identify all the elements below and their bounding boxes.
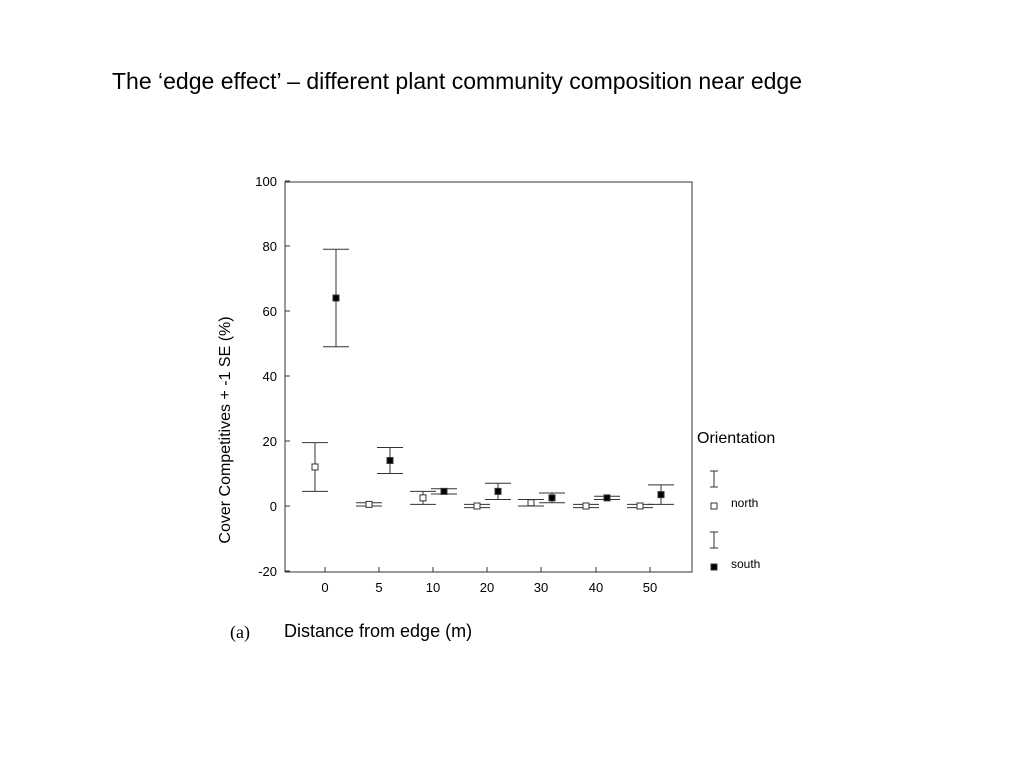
x-tick-label: 5 xyxy=(375,580,382,595)
south-marker xyxy=(494,487,502,495)
north-marker xyxy=(636,502,644,510)
south-marker xyxy=(603,494,611,502)
north-marker xyxy=(582,502,590,510)
y-tick-label: 40 xyxy=(263,369,277,384)
south-marker xyxy=(657,491,665,499)
panel-label: (a) xyxy=(230,622,250,642)
south-marker xyxy=(386,457,394,464)
north-marker xyxy=(527,499,535,507)
north-point-10 xyxy=(410,490,436,505)
x-axis-label: Distance from edge (m) xyxy=(284,621,473,641)
slide-title: The ‘edge effect’ – different plant comm… xyxy=(112,68,802,94)
north-marker xyxy=(311,463,319,471)
legend-entry-south: south xyxy=(710,531,760,571)
north-point-40 xyxy=(573,502,599,510)
south-marker xyxy=(548,494,556,502)
legend-marker-north xyxy=(710,502,718,510)
x-tick-label: 50 xyxy=(643,580,657,595)
north-point-0 xyxy=(302,442,328,492)
legend-entry-north: north xyxy=(710,470,758,510)
plot-frame xyxy=(284,181,693,573)
x-tick-label: 0 xyxy=(321,580,328,595)
north-marker xyxy=(419,494,427,502)
south-point-50 xyxy=(648,484,674,505)
south-point-10 xyxy=(431,487,457,495)
legend-title: Orientation xyxy=(697,430,775,447)
legend-label-south: south xyxy=(731,557,760,571)
y-tick-label: -20 xyxy=(258,564,277,579)
y-tick-label: 60 xyxy=(263,304,277,319)
south-point-0 xyxy=(323,248,349,348)
north-point-5 xyxy=(356,500,382,508)
south-point-5 xyxy=(377,447,403,474)
south-point-30 xyxy=(539,492,565,504)
x-tick-label: 40 xyxy=(589,580,603,595)
y-tick-label: 100 xyxy=(255,174,277,189)
y-axis-label: Cover Competitives + -1 SE (%) xyxy=(217,316,234,544)
x-tick-label: 10 xyxy=(426,580,440,595)
north-point-20 xyxy=(464,502,490,510)
x-tick-label: 30 xyxy=(534,580,548,595)
legend-label-north: north xyxy=(731,496,758,510)
south-point-40 xyxy=(594,494,620,502)
y-tick-label: 20 xyxy=(263,434,277,449)
south-marker xyxy=(440,487,448,495)
north-point-30 xyxy=(518,499,544,507)
south-point-20 xyxy=(485,482,511,500)
legend-marker-south xyxy=(710,563,718,571)
north-marker xyxy=(365,500,373,508)
y-tick-label: 0 xyxy=(270,499,277,514)
y-tick-label: 80 xyxy=(263,239,277,254)
north-marker xyxy=(473,502,481,510)
south-marker xyxy=(332,294,340,302)
x-tick-label: 20 xyxy=(480,580,494,595)
